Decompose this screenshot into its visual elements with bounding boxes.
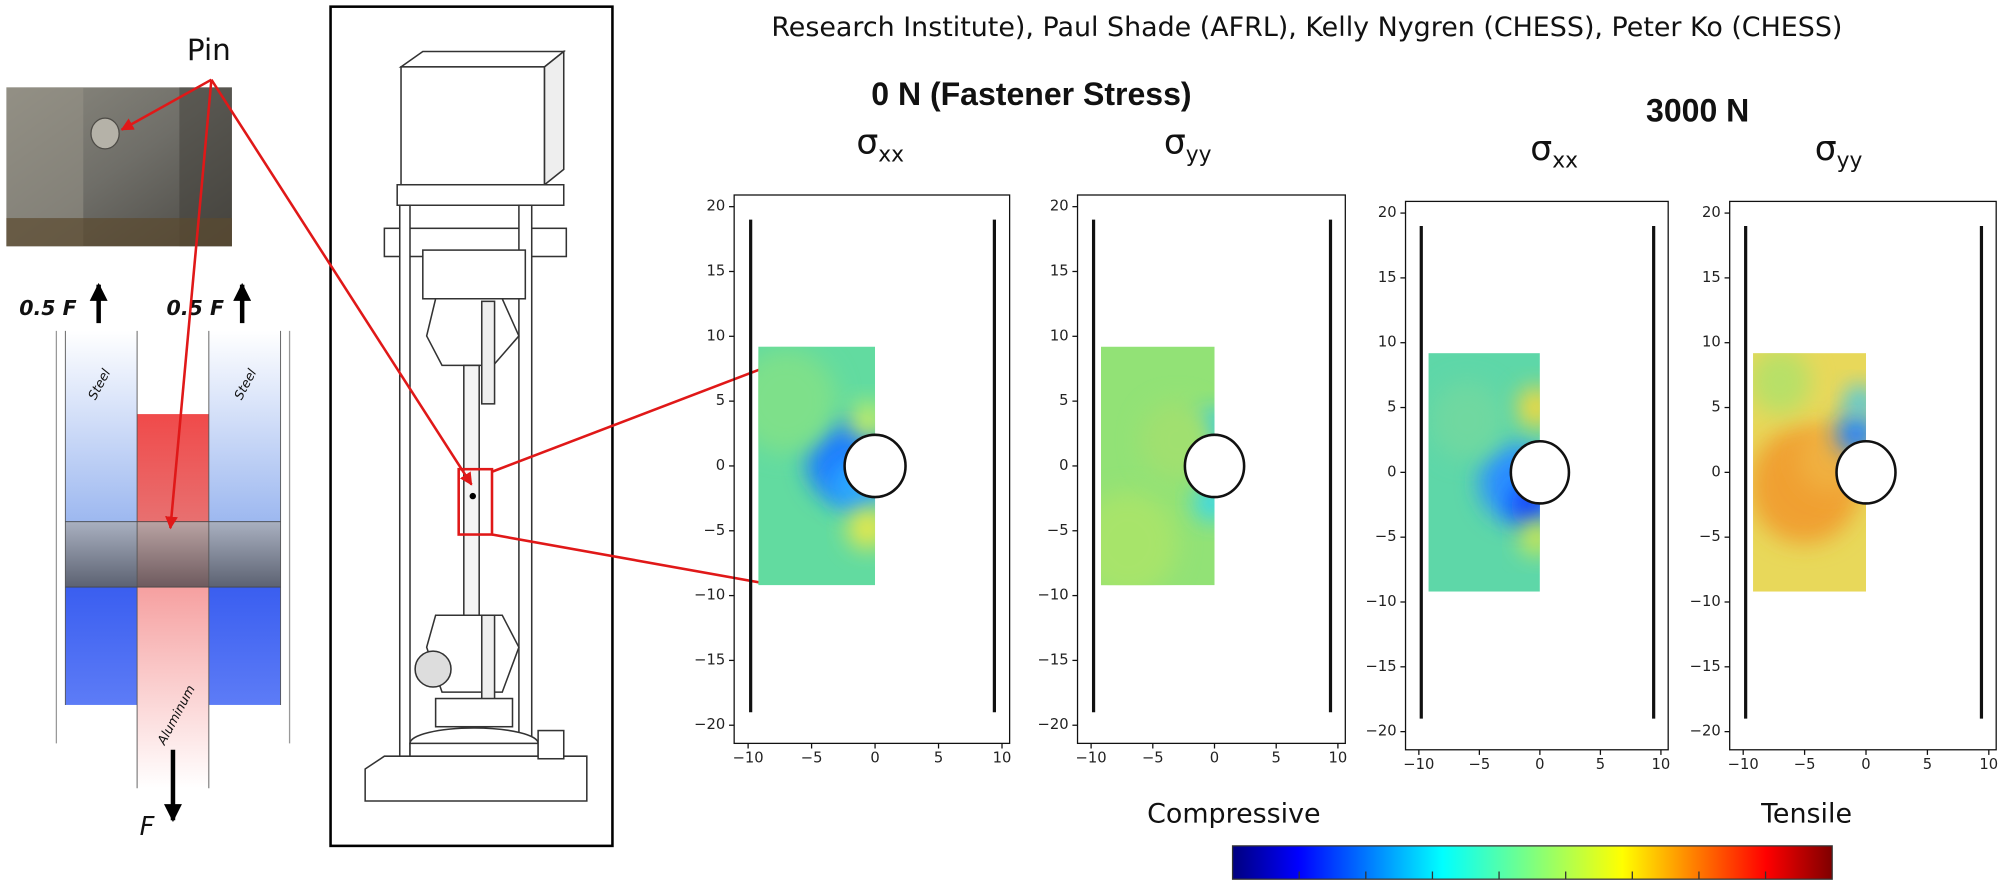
colorbar [1233,846,1833,879]
y-tick-label: 5 [1387,399,1396,416]
y-tick-label: 5 [1711,399,1720,416]
author-line: Research Institute), Paul Shade (AFRL), … [771,12,1842,43]
stress-symbol: σ [1815,129,1837,169]
y-tick-label: −15 [1366,658,1397,675]
y-tick-label: −15 [1037,651,1068,668]
pin-label: Pin [187,33,231,67]
stress-component: xx [878,142,904,167]
y-tick-label: −5 [703,522,725,539]
y-tick-label: −10 [694,587,725,604]
force-label: F [140,812,156,842]
x-tick-label: 0 [1210,750,1219,767]
y-tick-label: −10 [1037,587,1068,604]
y-tick-label: 0 [1059,457,1068,474]
fastener-hole [1511,441,1569,503]
fastener-hole [1185,435,1244,497]
stress-symbol: σ [856,122,878,162]
y-tick-label: 20 [706,198,725,215]
y-tick-label: −20 [1366,723,1397,740]
x-tick-label: −5 [1469,756,1491,773]
load-frame [331,7,613,846]
fastener-hole [1837,441,1896,503]
y-tick-label: 15 [1050,262,1069,279]
y-tick-label: 15 [1378,269,1397,286]
stress-map: 20 15 10 5 0 −5 −10 −15 −20 −10 −5 0 5 10 [1037,195,1347,767]
x-tick-label: 5 [1272,750,1281,767]
y-tick-label: 20 [1378,204,1397,221]
component-label: σyy [1815,129,1863,174]
component-label: σxx [1530,129,1578,174]
y-tick-label: 20 [1050,198,1069,215]
y-tick-label: −10 [1366,593,1397,610]
load-case-title: 3000 N [1646,92,1749,128]
fastener-hole [845,435,906,497]
x-tick-label: 0 [1861,756,1870,773]
y-tick-label: 10 [706,327,725,344]
x-tick-label: −10 [733,750,764,767]
stress-symbol: σ [1164,122,1186,162]
y-tick-label: 5 [716,392,725,409]
stress-component: yy [1186,142,1212,167]
y-tick-label: 10 [1378,334,1397,351]
stress-map: 20 15 10 5 0 −5 −10 −15 −20 −10 −5 0 5 10 [1366,201,1671,773]
x-tick-label: −5 [1794,756,1816,773]
colorbar-label: Tensile [1760,799,1852,830]
component-label: σxx [856,122,904,167]
x-tick-label: −10 [1076,750,1107,767]
component-label: σyy [1164,122,1212,167]
x-tick-label: −5 [1142,750,1164,767]
stress-component: xx [1552,149,1578,174]
x-tick-label: 5 [934,750,943,767]
y-tick-label: 10 [1702,334,1721,351]
stress-component: yy [1837,149,1863,174]
y-tick-label: 15 [706,262,725,279]
force-label: 0.5 F [167,296,224,320]
y-tick-label: −20 [694,716,725,733]
page: Research Institute), Paul Shade (AFRL), … [0,0,2009,882]
y-tick-label: −20 [1037,716,1068,733]
stress-symbol: σ [1530,129,1552,169]
x-tick-label: 0 [1535,756,1544,773]
y-tick-label: 0 [716,457,725,474]
x-tick-label: 5 [1596,756,1605,773]
y-tick-label: −5 [1375,528,1397,545]
force-label: 0.5 F [19,296,76,320]
stress-map: 20 15 10 5 0 −5 −10 −15 −20 −10 −5 0 5 10 [1690,201,1999,773]
pin-mark [470,493,476,499]
y-tick-label: 5 [1059,392,1068,409]
x-tick-label: −10 [1728,756,1759,773]
x-tick-label: 0 [870,750,879,767]
x-tick-label: 10 [1652,756,1671,773]
x-tick-label: −10 [1403,756,1434,773]
x-tick-label: 10 [993,750,1012,767]
y-tick-label: 15 [1702,269,1721,286]
y-tick-label: −15 [1690,658,1721,675]
x-tick-label: 10 [1329,750,1348,767]
y-tick-label: −5 [1047,522,1069,539]
y-tick-label: 0 [1711,463,1720,480]
y-tick-label: 20 [1702,204,1721,221]
figure: Research Institute), Paul Shade (AFRL), … [0,0,2009,882]
joint-schematic [56,285,289,821]
x-tick-label: 10 [1979,756,1998,773]
y-tick-label: −5 [1699,528,1721,545]
stress-map: 20 15 10 5 0 −5 −10 −15 −20 −10 −5 0 5 10 [694,195,1011,767]
load-case-title: 0 N (Fastener Stress) [871,76,1191,112]
y-tick-label: 10 [1050,327,1069,344]
y-tick-label: −15 [694,651,725,668]
x-tick-label: 5 [1923,756,1932,773]
y-tick-label: −10 [1690,593,1721,610]
y-tick-label: −20 [1690,723,1721,740]
y-tick-label: 0 [1387,463,1396,480]
colorbar-label: Compressive [1147,799,1320,830]
x-tick-label: −5 [801,750,823,767]
